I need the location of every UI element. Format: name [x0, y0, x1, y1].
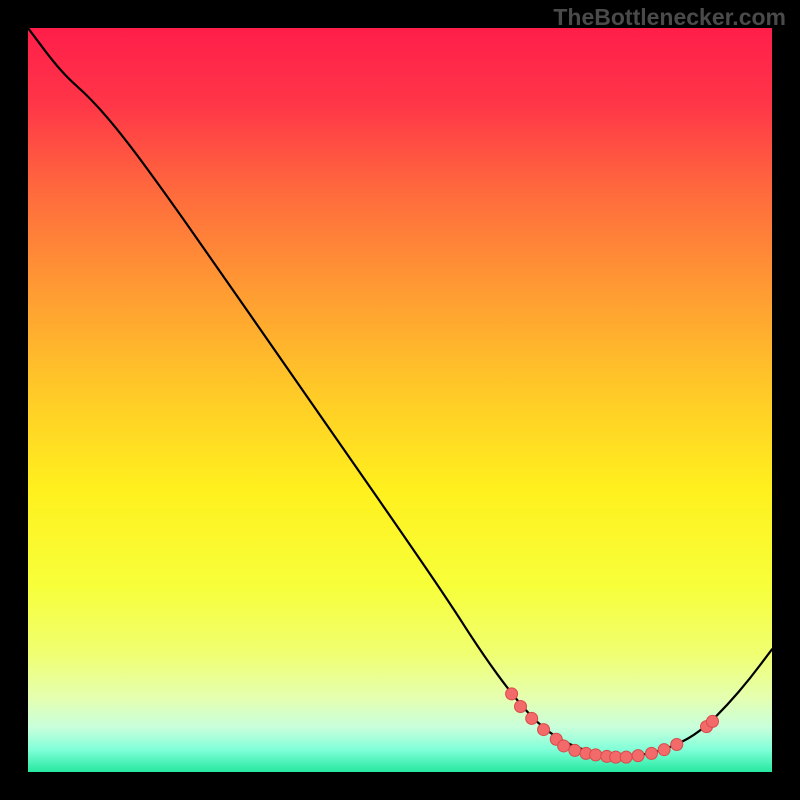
marker-dot [620, 751, 632, 763]
marker-dot [558, 740, 570, 752]
marker-dot [590, 749, 602, 761]
watermark-text: TheBottlenecker.com [553, 4, 786, 31]
curve-markers [506, 688, 719, 763]
bottleneck-curve [28, 28, 772, 756]
marker-dot [526, 712, 538, 724]
marker-dot [706, 715, 718, 727]
marker-dot [538, 724, 550, 736]
curve-layer [28, 28, 772, 772]
marker-dot [569, 744, 581, 756]
marker-dot [515, 701, 527, 713]
plot-area [28, 28, 772, 772]
marker-dot [506, 688, 518, 700]
marker-dot [671, 738, 683, 750]
marker-dot [645, 747, 657, 759]
marker-dot [658, 744, 670, 756]
marker-dot [632, 750, 644, 762]
